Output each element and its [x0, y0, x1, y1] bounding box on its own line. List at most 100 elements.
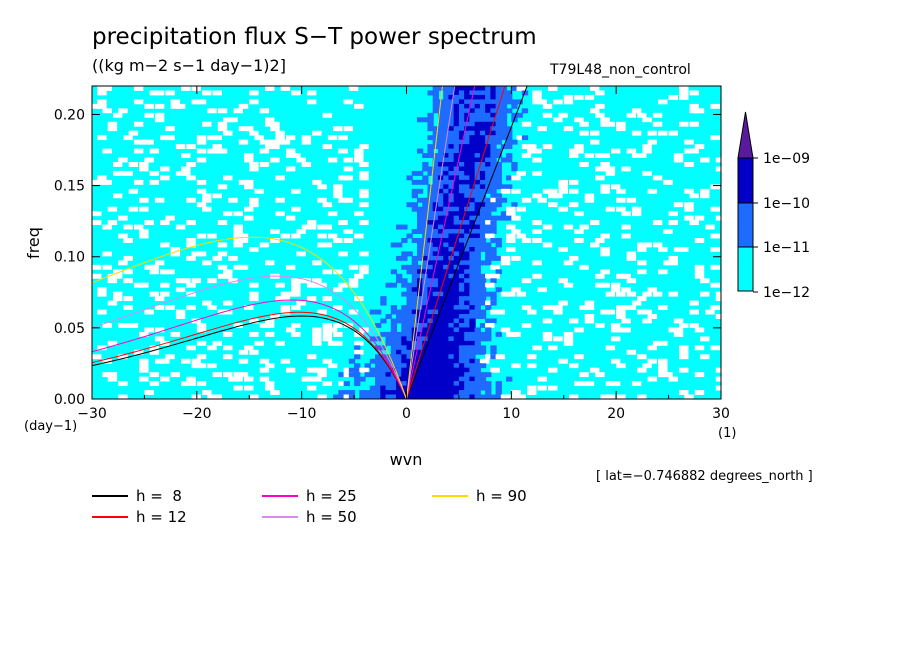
field-cell-below [285, 148, 296, 154]
field-cell-band3 [437, 340, 445, 346]
field-cell-band2 [458, 103, 466, 109]
field-cell-band2 [474, 309, 481, 315]
field-cell-band3 [427, 354, 434, 360]
field-cell-band3 [448, 305, 455, 311]
field-cell-band3 [469, 305, 476, 311]
field-cell-band3 [448, 287, 455, 293]
field-cell-band3 [432, 269, 439, 275]
field-cell-below [359, 269, 369, 275]
field-cell-band2 [485, 390, 492, 395]
field-cell-band3 [485, 126, 492, 132]
field-cell-band2 [432, 94, 439, 100]
field-cell-below [160, 282, 170, 288]
field-cell-band2 [479, 90, 487, 96]
field-cell-band3 [443, 336, 450, 342]
field-cell-band2 [495, 135, 502, 141]
field-cell-band2 [474, 282, 481, 288]
field-cell-band3 [443, 282, 450, 288]
field-cell-band2 [437, 166, 445, 172]
field-cell-band2 [469, 117, 476, 123]
field-cell-below [490, 309, 500, 315]
field-cell-band2 [411, 296, 419, 302]
field-cell-band2 [506, 108, 513, 114]
field-cell-band3 [479, 139, 487, 145]
field-cell-band2 [375, 358, 382, 364]
field-cell-band2 [479, 291, 487, 297]
field-cell-band2 [427, 112, 434, 118]
field-cell-below [616, 126, 626, 132]
field-cell-band2 [464, 175, 471, 181]
field-cell-band2 [416, 197, 424, 203]
field-cell-band3 [458, 206, 466, 212]
field-cell-band2 [411, 273, 419, 279]
field-cell-below [196, 251, 207, 257]
field-cell-band2 [469, 385, 476, 391]
field-cell-band3 [443, 238, 450, 243]
field-cell-below [621, 233, 631, 239]
field-cell-below [223, 117, 233, 123]
field-cell-band2 [506, 376, 513, 382]
rossby-curve-h12 [92, 311, 407, 399]
field-cell-band2 [401, 255, 408, 261]
field-cell-below [118, 394, 128, 399]
field-cell-below [123, 135, 133, 141]
field-cell-band3 [464, 282, 471, 288]
field-cell-below [626, 251, 637, 257]
field-cell-band2 [453, 94, 460, 100]
field-cell-band3 [416, 385, 424, 391]
field-cell-below [128, 162, 139, 167]
field-cell-band3 [432, 345, 439, 351]
field-cell-below [107, 376, 118, 382]
field-cell-below [196, 135, 207, 141]
field-cell-below [354, 157, 364, 163]
field-cell-band2 [401, 345, 408, 351]
field-cell-below [338, 175, 348, 181]
field-cell-band3 [448, 162, 455, 167]
field-cell-band3 [443, 197, 450, 203]
field-cell-band3 [448, 385, 455, 391]
field-cell-band2 [474, 90, 481, 96]
field-cell-band3 [437, 269, 445, 275]
legend-item-h50: h = 50 [262, 508, 357, 526]
field-cell-below [154, 336, 165, 342]
field-cell-band3 [443, 184, 450, 190]
field-cell-below [558, 112, 568, 118]
field-cell-below [233, 264, 243, 270]
field-cell-band2 [469, 260, 476, 266]
field-cell-below [139, 139, 149, 145]
field-cell-band2 [385, 331, 392, 337]
field-cell-below [191, 251, 202, 257]
field-cell-below [495, 309, 506, 315]
field-cell-below [710, 305, 720, 311]
field-cell-below [689, 322, 699, 328]
field-cell-band2 [474, 112, 481, 118]
field-cell-band3 [464, 327, 471, 333]
field-cell-band3 [448, 126, 455, 132]
field-cell-band3 [422, 385, 429, 391]
field-cell-band2 [375, 394, 382, 399]
field-cell-below [217, 242, 228, 248]
field-cell-below [558, 278, 568, 284]
field-cell-band3 [458, 318, 466, 324]
field-cell-below [637, 260, 647, 266]
field-cell-below [490, 273, 500, 279]
field-cell-below [275, 135, 285, 141]
field-cell-band2 [458, 112, 466, 118]
field-cell-band3 [416, 291, 424, 297]
field-cell-band2 [443, 206, 450, 212]
field-cell-band2 [511, 202, 518, 208]
field-cell-band3 [453, 349, 460, 355]
field-cell-below [238, 179, 249, 185]
field-cell-below [317, 309, 327, 315]
field-cell-band2 [464, 314, 471, 319]
field-cell-band2 [458, 354, 466, 360]
field-cell-below [133, 349, 144, 355]
field-cell-band2 [427, 224, 434, 230]
field-cell-band2 [396, 336, 403, 342]
field-cell-band2 [437, 112, 445, 118]
field-cell-band3 [448, 291, 455, 297]
field-cell-below [589, 108, 600, 114]
field-cell-below [338, 251, 348, 257]
field-cell-band2 [401, 305, 408, 311]
